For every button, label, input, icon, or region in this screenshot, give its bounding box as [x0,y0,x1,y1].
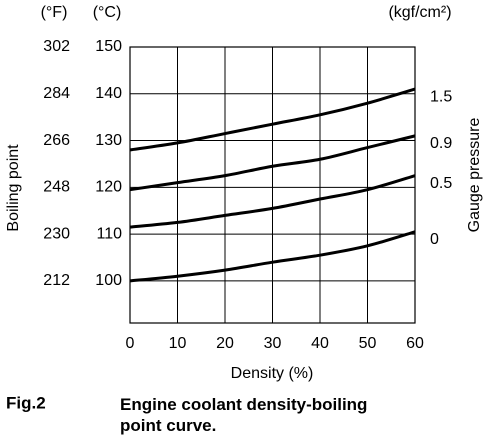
y-tick-label: 100 [95,272,122,289]
curve-label: 1.5 [430,88,452,105]
x-tick-label: 20 [216,335,234,352]
x-tick-label: 40 [311,335,329,352]
x-tick-label: 30 [264,335,282,352]
y-tick-label-f: 302 [43,38,70,55]
x-tick-label: 60 [406,335,424,352]
curve [129,230,416,283]
y-tick-label: 150 [95,38,122,55]
y2-axis-title: Gauge pressure [466,118,483,233]
unit-f: (°F) [41,4,68,21]
y-tick-label: 110 [96,225,122,242]
x-axis-title: Density (%) [231,365,314,382]
curve-label: 0.9 [430,135,452,152]
y-tick-label-f: 230 [43,225,70,242]
y-tick-label: 120 [95,179,122,196]
y-tick-label-f: 248 [43,179,70,196]
x-tick-label: 10 [169,335,187,352]
caption: Engine coolant density-boiling point cur… [120,395,368,435]
y-tick-label: 140 [95,85,122,102]
unit-c: (°C) [93,4,122,21]
caption-box: Engine coolant density-boiling point cur… [120,395,368,435]
unit-right: (kgf/cm²) [388,4,451,21]
y-tick-label-f: 212 [43,272,70,289]
curve-label: 0.5 [430,175,452,192]
curve [129,134,416,192]
curve [129,87,416,152]
y-axis-title: Boiling point [5,144,22,232]
y-tick-label: 130 [95,132,122,149]
x-tick-label: 0 [126,335,135,352]
caption-number: Fig.2 [6,393,46,412]
x-tick-label: 50 [359,335,377,352]
curve-label: 0 [430,231,439,248]
y-tick-label-f: 266 [43,132,70,149]
curve [129,174,416,229]
y-tick-label-f: 284 [43,85,70,102]
